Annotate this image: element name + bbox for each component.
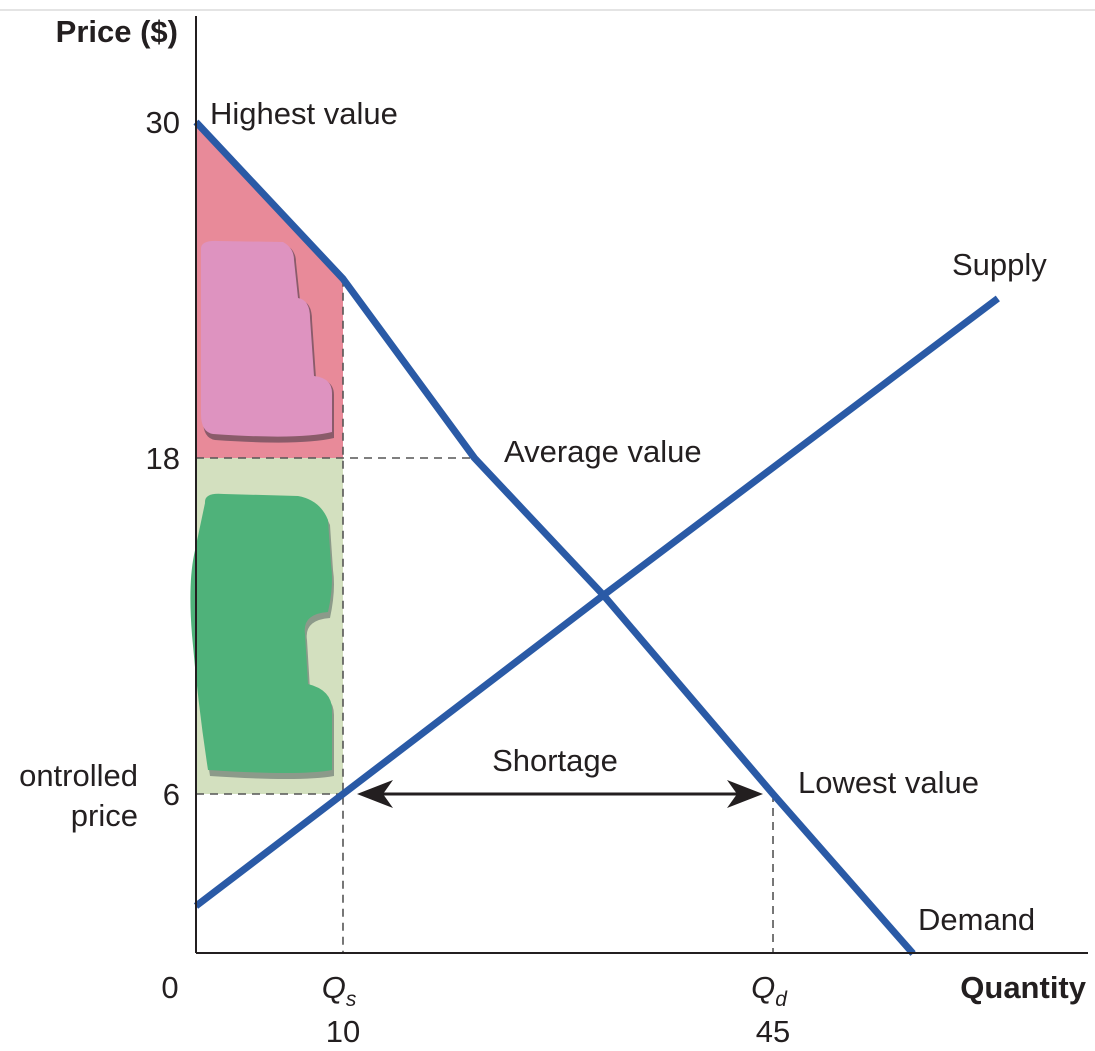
pink-mark — [200, 240, 332, 437]
shortage-arrowhead-right — [727, 780, 764, 808]
shortage-arrowhead-left — [357, 780, 393, 808]
y-axis-label: Price ($) — [56, 14, 178, 49]
x-tick-symbol-d: Qd — [751, 970, 788, 1011]
x-tick-symbol-s: Qs — [322, 970, 357, 1011]
supply-label: Supply — [952, 247, 1047, 282]
y-tick-label: 30 — [146, 105, 180, 140]
highest-value-label: Highest value — [210, 96, 398, 131]
y-tick-label: 6 — [163, 777, 180, 812]
controlled-price-label-2: price — [71, 798, 138, 833]
shortage-label: Shortage — [492, 743, 618, 778]
supply-curve — [193, 295, 1000, 909]
x-tick-subscript: s — [346, 988, 357, 1011]
demand-curve — [193, 119, 916, 956]
green-mark — [190, 493, 332, 773]
average-value-label: Average value — [504, 434, 702, 469]
lowest-value-label: Lowest value — [798, 765, 979, 800]
controlled-price-label-1: ontrolled — [19, 758, 138, 793]
x-tick-value: 10 — [326, 1014, 360, 1049]
x-tick-value: 45 — [756, 1014, 790, 1049]
x-axis-label: Quantity — [960, 970, 1086, 1005]
y-tick-label: 18 — [146, 441, 180, 476]
origin-label: 0 — [161, 970, 178, 1005]
demand-label: Demand — [918, 902, 1035, 937]
x-tick-subscript: d — [775, 988, 788, 1011]
